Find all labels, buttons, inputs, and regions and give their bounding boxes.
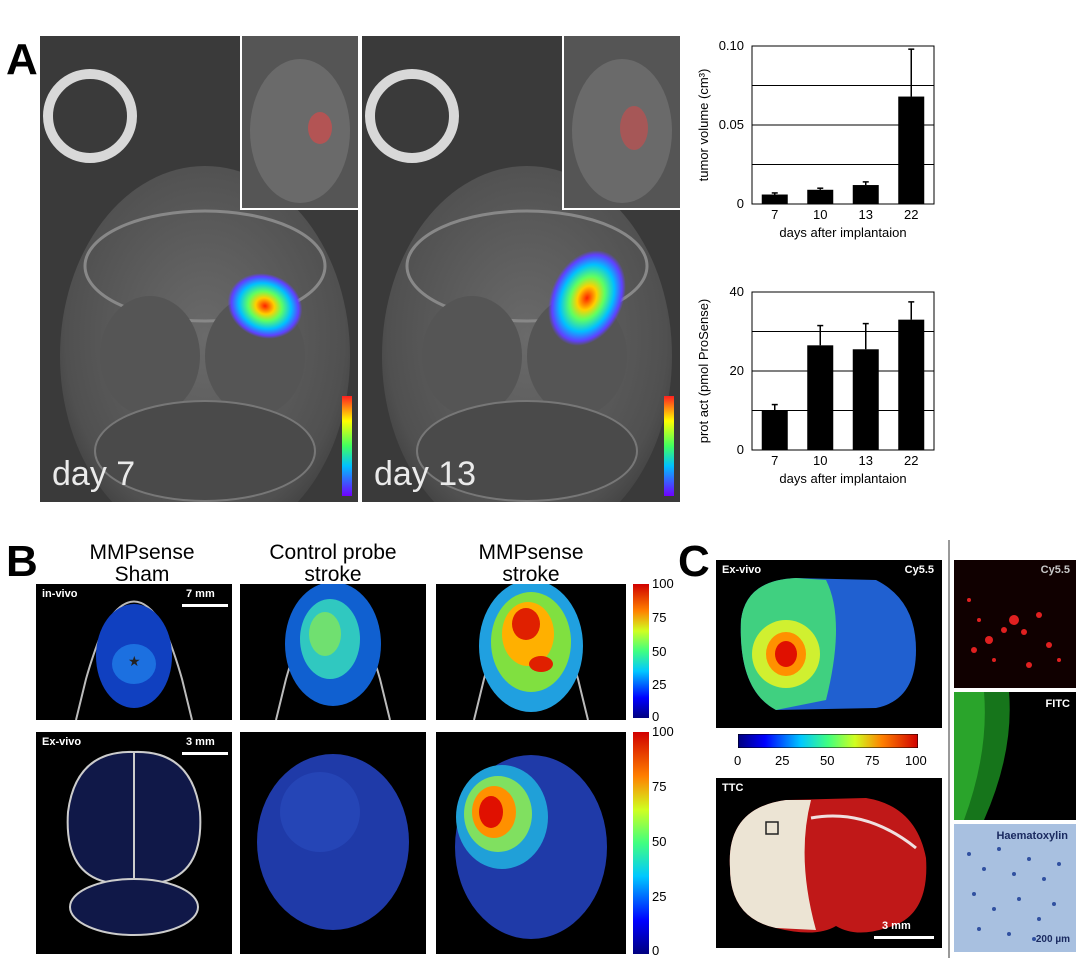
mri-inset-day13: [562, 36, 680, 210]
scale-label-3mm: 3 mm: [186, 736, 215, 748]
mri-brain-day13: [362, 36, 680, 502]
svg-text:★: ★: [128, 653, 141, 669]
x-tick-label: 7: [771, 207, 778, 222]
cb-bottom-tick-25: 25: [652, 889, 667, 904]
panel-b-letter: B: [6, 537, 38, 586]
scale-bar-3mm: [182, 752, 228, 755]
bar: [761, 194, 788, 204]
in-vivo-control-image: [240, 584, 426, 720]
micro-fitc-label: FITC: [1045, 698, 1070, 710]
cb-bottom-tick-0: 0: [652, 943, 660, 958]
panel-a-letter: A: [6, 35, 38, 84]
micro-cy55-image: Cy5.5: [954, 560, 1076, 688]
x-axis-label: days after implantaion: [779, 225, 906, 240]
cb-bottom-tick-50: 50: [652, 834, 667, 849]
title-1-line-1: MMPsense: [89, 541, 195, 564]
day7-label: day 7: [52, 455, 136, 493]
ex-vivo-mmpsense-image: [436, 732, 626, 954]
mri-image-day7: day 7: [40, 36, 358, 502]
ttc-image: TTC 3 mm: [716, 778, 942, 948]
y-axis-label: tumor volume (cm³): [696, 69, 711, 182]
scale-label-7mm: 7 mm: [186, 588, 215, 600]
bar: [898, 96, 925, 204]
panel-b-colorbar-top: [633, 584, 649, 718]
panel-c-cy55-label: Cy5.5: [904, 564, 934, 576]
ttc-scale-label: 3 mm: [882, 920, 911, 932]
title-2-line-1: Control probe: [269, 541, 397, 564]
bar: [807, 345, 834, 450]
c-cb-tick-25: 25: [775, 753, 790, 768]
panel-c-ex-vivo-label: Ex-vivo: [722, 564, 762, 576]
ttc-scale-bar: [874, 936, 934, 939]
x-tick-label: 7: [771, 453, 778, 468]
plot-frame: [751, 45, 935, 205]
y-tick-label: 40: [730, 284, 744, 299]
day13-label: day 13: [374, 455, 477, 493]
cb-bottom-tick-100: 100: [652, 724, 674, 739]
in-vivo-sham-image: ★ in-vivo 7 mm: [36, 584, 232, 720]
panel-c-letter: C: [678, 537, 710, 586]
bar: [898, 319, 925, 450]
plot-frame: [751, 291, 935, 451]
micro-haematoxylin-label: Haematoxylin: [996, 830, 1068, 842]
micro-fitc-image: FITC: [954, 692, 1076, 820]
c-cb-tick-50: 50: [820, 753, 835, 768]
cb-top-tick-75: 75: [652, 610, 667, 625]
y-tick-label: 20: [730, 363, 744, 378]
title-3-line-2: stroke: [502, 563, 560, 586]
x-axis-label: days after implantaion: [779, 471, 906, 486]
ex-vivo-label: Ex-vivo: [42, 736, 82, 748]
c-cb-tick-75: 75: [865, 753, 880, 768]
mri-colorbar-day7: [342, 396, 352, 496]
cb-top-tick-0: 0: [652, 709, 660, 724]
title-1-line-2: Sham: [114, 563, 170, 586]
mri-colorbar-day13: [664, 396, 674, 496]
micro-haematoxylin-image: Haematoxylin 200 µm: [954, 824, 1076, 952]
y-tick-label: 0: [737, 442, 744, 457]
mri-image-day13: day 13: [362, 36, 680, 502]
x-tick-label: 22: [904, 207, 918, 222]
title-3-line-1: MMPsense: [478, 541, 584, 564]
x-tick-label: 10: [813, 453, 827, 468]
scale-bar-7mm: [182, 604, 228, 607]
cb-top-tick-25: 25: [652, 677, 667, 692]
cb-top-tick-50: 50: [652, 644, 667, 659]
panel-b-title-3: MMPsense stroke: [436, 542, 626, 586]
y-axis-label: prot act (pmol ProSense): [696, 299, 711, 444]
micro-cy55-label: Cy5.5: [1040, 564, 1070, 576]
micro-scale-label: 200 µm: [1035, 934, 1070, 945]
ex-vivo-control-image: [240, 732, 426, 954]
bar: [761, 410, 788, 450]
protease-activity-chart: 0 20 40 7 10 13 22 days after implantaion prot a…: [690, 282, 950, 492]
panel-c-colorbar: [738, 734, 918, 748]
bar: [852, 185, 879, 204]
ttc-label: TTC: [722, 782, 744, 794]
in-vivo-label: in-vivo: [42, 588, 78, 600]
cb-bottom-tick-75: 75: [652, 779, 667, 794]
y-tick-label: 0: [737, 196, 744, 211]
bar: [807, 189, 834, 204]
x-tick-label: 22: [904, 453, 918, 468]
ex-vivo-sham-image: Ex-vivo 3 mm: [36, 732, 232, 954]
cb-top-tick-100: 100: [652, 576, 674, 591]
in-vivo-mmpsense-image: [436, 584, 626, 720]
x-tick-label: 13: [859, 453, 873, 468]
y-tick-label: 0.05: [719, 117, 744, 132]
tumor-volume-chart: 0 0.05 0.10 7 10 13 22 days after implantaion tu…: [690, 36, 950, 246]
mri-inset-day7: [240, 36, 358, 210]
panel-b-colorbar-bottom: [633, 732, 649, 954]
c-cb-tick-0: 0: [734, 753, 742, 768]
x-tick-label: 13: [859, 207, 873, 222]
bar: [852, 349, 879, 450]
x-tick-label: 10: [813, 207, 827, 222]
title-2-line-2: stroke: [304, 563, 362, 586]
panel-b-title-1: MMPsense Sham: [52, 542, 232, 586]
ex-vivo-cy55-image: Ex-vivo Cy5.5: [716, 560, 942, 728]
y-tick-label: 0.10: [719, 38, 744, 53]
panel-b-title-2: Control probe stroke: [240, 542, 426, 586]
c-cb-tick-100: 100: [905, 753, 927, 768]
panel-c-divider: [948, 540, 950, 958]
